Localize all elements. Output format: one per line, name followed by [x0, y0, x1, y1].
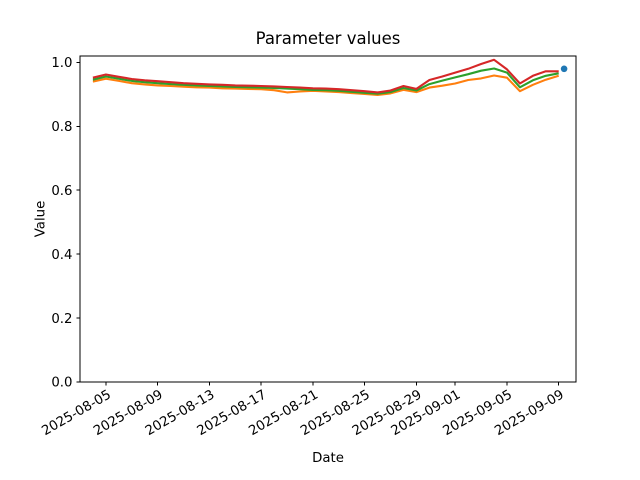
- series-lines: [92, 58, 568, 97]
- y-axis-label: Value: [33, 200, 49, 238]
- x-axis-label: Date: [312, 451, 344, 466]
- plot-border: [79, 55, 577, 383]
- y-tick-label: 0.6: [51, 184, 72, 199]
- y-tick-label: 0.4: [51, 248, 72, 263]
- y-tick-label: 0.0: [51, 376, 72, 391]
- series-green-line: [92, 67, 559, 95]
- series-orange-line: [92, 74, 560, 97]
- axes-box: [79, 55, 577, 383]
- y-tick-label: 1.0: [51, 56, 72, 71]
- y-tick-label: 0.8: [51, 120, 72, 135]
- series-red-line: [92, 58, 559, 94]
- chart-title: Parameter values: [255, 29, 401, 48]
- y-tick-label: 0.2: [51, 312, 72, 327]
- y-axis-ticks: 0.0 0.2 0.4 0.6 0.8 1.0: [51, 56, 80, 391]
- x-axis-ticks: 2025-08-052025-08-092025-08-132025-08-17…: [39, 382, 567, 439]
- series-blue-marker: [560, 65, 568, 73]
